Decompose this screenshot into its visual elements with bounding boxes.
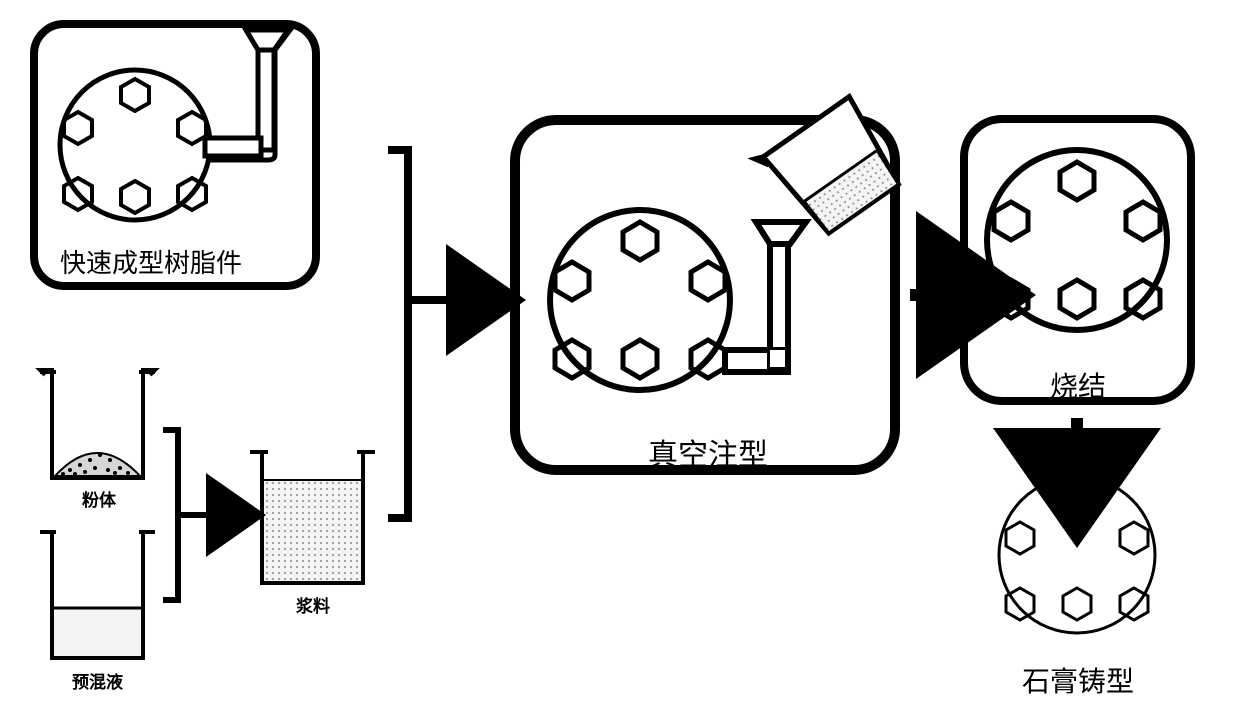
beaker-slurry — [250, 452, 375, 583]
bracket-arrow-2 — [388, 150, 462, 518]
beaker-premix — [40, 532, 155, 658]
disc-final — [999, 477, 1155, 633]
disc-sintering — [987, 150, 1167, 330]
beaker-powder — [40, 370, 155, 478]
diagram-svg — [0, 0, 1240, 714]
bracket-arrow-1 — [163, 430, 218, 600]
sprue-resin-clean — [205, 30, 288, 156]
disc-vacuum — [550, 210, 806, 390]
